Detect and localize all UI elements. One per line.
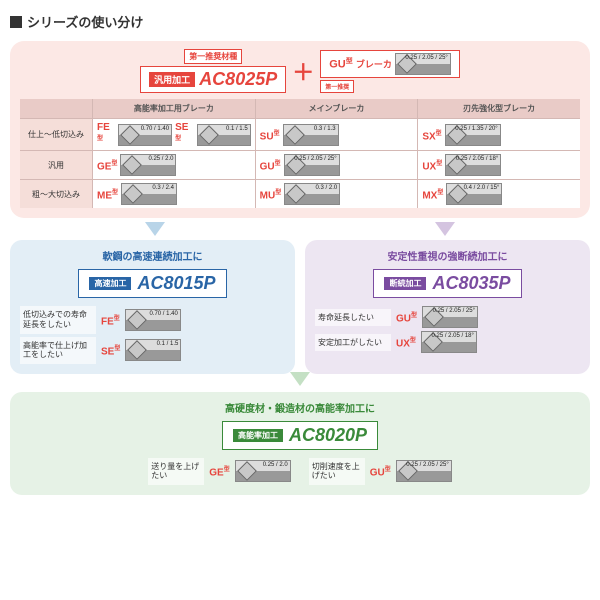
- arrow-green-wrap: [10, 372, 590, 386]
- grade-ac8015p: AC8015P: [137, 273, 215, 294]
- matrix-cell: MX型0.4 / 2.0 / 15°: [418, 180, 580, 208]
- matrix-cell: ME型0.3 / 2.4: [93, 180, 255, 208]
- insert-thumb: 0.70 / 1.40: [125, 309, 181, 331]
- insert-thumb: 0.25 / 2.05 / 18°: [445, 154, 501, 176]
- row-header: 汎用: [20, 151, 92, 179]
- col-header: 刃先強化型ブレーカ: [418, 99, 580, 118]
- green-panel: 高硬度材・鍛造材の高能率加工に 高能率加工 AC8020P 送り量を上げたい GE…: [10, 392, 590, 495]
- matrix-cell: FE型0.70 / 1.40SE型0.1 / 1.5: [93, 119, 255, 150]
- insert-thumb: 0.25 / 2.05 / 25°: [396, 460, 452, 482]
- insert-thumb: 0.1 / 1.5: [125, 339, 181, 361]
- type-label: MX型: [422, 187, 443, 201]
- type-label: GU型: [370, 464, 391, 478]
- grade-ac8035p: AC8035P: [432, 273, 510, 294]
- matrix-cell: SX型 0.25 / 1.35 / 20°: [418, 119, 580, 150]
- row-header: 粗～大切込み: [20, 180, 92, 208]
- arrows-row1: [10, 222, 590, 236]
- insert-thumb: 0.70 / 1.40: [118, 124, 172, 146]
- sub-row: 切削速度を上げたい GU型 0.25 / 2.05 / 25°: [309, 458, 452, 485]
- type-label: ME型: [97, 187, 118, 201]
- matrix-cell: MU型0.3 / 2.0: [256, 180, 418, 208]
- matrix-cell: UX型0.25 / 2.05 / 18°: [418, 151, 580, 179]
- blue-title: 軟鋼の高速連続加工に: [20, 248, 285, 263]
- grade-ac8025p: AC8025P: [199, 69, 277, 90]
- gu-label: GU型 ブレーカ: [329, 56, 392, 71]
- sub-label: 送り量を上げたい: [148, 458, 204, 485]
- green-grade-box: 高能率加工 AC8020P: [222, 421, 378, 450]
- type-label: GE型: [209, 464, 229, 478]
- sub-label: 低切込みでの寿命延長をしたい: [20, 306, 96, 333]
- insert-thumb: 0.4 / 2.0 / 15°: [446, 183, 502, 205]
- gu-breaker-box: GU型 ブレーカ 0.25 / 2.05 / 25°: [320, 50, 460, 78]
- insert-thumb: 0.25 / 2.05 / 25°: [422, 306, 478, 328]
- type-label: SE型: [175, 122, 194, 147]
- grade-ac8020p: AC8020P: [289, 425, 367, 446]
- general-grade-box: 汎用加工 AC8025P: [140, 66, 286, 93]
- insert-thumb: 0.3 / 2.0: [284, 183, 340, 205]
- type-label: FE型: [97, 122, 115, 147]
- green-title: 高硬度材・鍛造材の高能率加工に: [20, 400, 580, 415]
- gu-thumb: 0.25 / 2.05 / 25°: [395, 53, 451, 75]
- purple-pill: 断続加工: [384, 277, 426, 290]
- matrix-cell: GU型0.25 / 2.05 / 25°: [256, 151, 418, 179]
- breaker-matrix: 高能率加工用ブレーカメインブレーカ刃先強化型ブレーカ仕上～低切込みFE型0.70…: [20, 99, 580, 208]
- purple-grade-box: 断続加工 AC8035P: [373, 269, 521, 298]
- blue-grade-box: 高速加工 AC8015P: [78, 269, 226, 298]
- general-pill: 汎用加工: [149, 72, 195, 87]
- purple-title: 安定性重視の強断続加工に: [315, 248, 580, 263]
- gu-sub-label: 第一推奨: [320, 80, 354, 93]
- insert-thumb: 0.3 / 1.3: [283, 124, 339, 146]
- insert-thumb: 0.25 / 2.05 / 25°: [284, 154, 340, 176]
- type-label: GU型: [260, 158, 281, 172]
- type-label: SU型: [260, 128, 280, 142]
- type-label: UX型: [422, 158, 442, 172]
- main-panel: 第一推奨材種 汎用加工 AC8025P ＋ GU型 ブレーカ 0.25 / 2.…: [10, 41, 590, 218]
- arrow-green: [290, 372, 310, 386]
- blue-panel: 軟鋼の高速連続加工に 高速加工 AC8015P 低切込みでの寿命延長をしたい FE…: [10, 240, 295, 373]
- first-rec-label: 第一推奨材種: [184, 49, 242, 64]
- type-label: GE型: [97, 158, 117, 172]
- col-header: 高能率加工用ブレーカ: [93, 99, 255, 118]
- secondary-panels: 軟鋼の高速連続加工に 高速加工 AC8015P 低切込みでの寿命延長をしたい FE…: [10, 240, 590, 373]
- insert-thumb: 0.25 / 2.0: [120, 154, 176, 176]
- type-label: UX型: [396, 335, 416, 349]
- arrow-blue: [145, 222, 165, 236]
- sub-row: 寿命延長したい GU型 0.25 / 2.05 / 25°: [315, 306, 580, 328]
- sub-label: 寿命延長したい: [315, 309, 391, 327]
- insert-thumb: 0.25 / 2.05 / 18°: [421, 331, 477, 353]
- sub-label: 切削速度を上げたい: [309, 458, 365, 485]
- matrix-cell: GE型0.25 / 2.0: [93, 151, 255, 179]
- sub-row: 安定加工がしたい UX型 0.25 / 2.05 / 18°: [315, 331, 580, 353]
- purple-panel: 安定性重視の強断続加工に 断続加工 AC8035P 寿命延長したい GU型 0.25…: [305, 240, 590, 373]
- row-header: 仕上～低切込み: [20, 119, 92, 150]
- col-header: [20, 99, 92, 118]
- insert-thumb: 0.25 / 2.0: [235, 460, 291, 482]
- top-recommendation: 第一推奨材種 汎用加工 AC8025P ＋ GU型 ブレーカ 0.25 / 2.…: [20, 49, 580, 93]
- insert-thumb: 0.3 / 2.4: [121, 183, 177, 205]
- page-title: シリーズの使い分け: [10, 12, 590, 31]
- blue-pill: 高速加工: [89, 277, 131, 290]
- sub-label: 安定加工がしたい: [315, 334, 391, 352]
- type-label: FE型: [101, 313, 120, 327]
- insert-thumb: 0.25 / 1.35 / 20°: [445, 124, 501, 146]
- sub-row: 送り量を上げたい GE型 0.25 / 2.0: [148, 458, 290, 485]
- sub-label: 高能率で仕上げ加工をしたい: [20, 337, 96, 364]
- sub-row: 高能率で仕上げ加工をしたい SE型 0.1 / 1.5: [20, 337, 285, 364]
- matrix-cell: SU型0.3 / 1.3: [256, 119, 418, 150]
- insert-thumb: 0.1 / 1.5: [197, 124, 251, 146]
- sub-row: 低切込みでの寿命延長をしたい FE型 0.70 / 1.40: [20, 306, 285, 333]
- green-pill: 高能率加工: [233, 429, 283, 442]
- type-label: SX型: [422, 128, 441, 142]
- arrow-purple: [435, 222, 455, 236]
- type-label: MU型: [260, 187, 282, 201]
- col-header: メインブレーカ: [256, 99, 418, 118]
- plus-icon: ＋: [292, 55, 314, 87]
- type-label: SE型: [101, 343, 120, 357]
- type-label: GU型: [396, 310, 417, 324]
